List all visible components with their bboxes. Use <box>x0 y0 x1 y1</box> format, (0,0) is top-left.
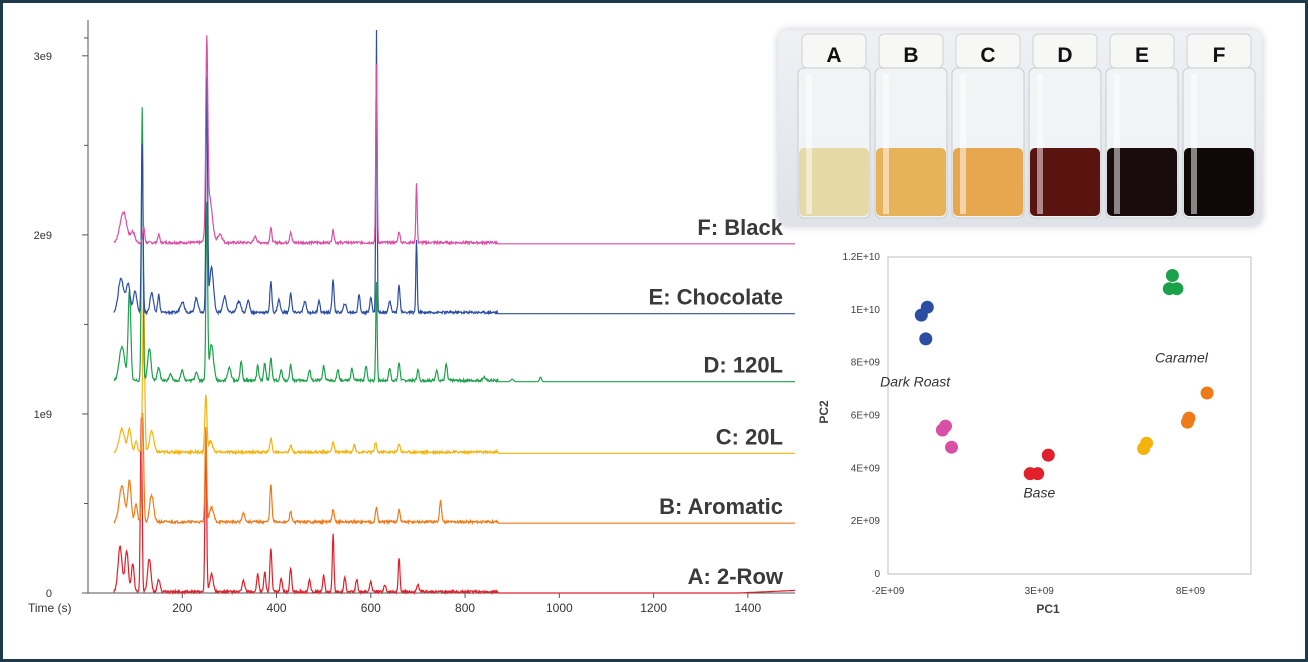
y-tick-label: 1e9 <box>34 409 52 421</box>
vial-label: B <box>903 44 918 67</box>
pca-y-tick-label: 8E+09 <box>851 358 881 369</box>
trace-label-C: C: 20L <box>716 424 783 449</box>
x-tick-label: 1000 <box>546 601 573 615</box>
trace-labels: F: Black E: Chocolate D: 120L C: 20L B: Arom… <box>649 215 784 589</box>
pca-point-D <box>1165 269 1179 282</box>
pca-point-A <box>1041 448 1055 462</box>
trace-label-B: B: Aromatic <box>659 494 783 519</box>
pca-x-ticks: -2E+09 3E+09 8E+09 <box>872 586 1206 597</box>
pca-y-tick-label: 0 <box>874 569 880 580</box>
vial-label: F <box>1213 44 1226 67</box>
pca-y-ticks: 0 2E+09 4E+09 6E+09 8E+09 1E+10 1.2E+10 <box>842 252 880 580</box>
x-tick-label: 800 <box>455 601 475 615</box>
pca-point-C <box>1137 442 1151 455</box>
pca-scatter-chart: 0 2E+09 4E+09 6E+09 8E+09 1E+10 1.2E+10 -2E+09… <box>818 252 1252 616</box>
vial-D: D <box>1028 33 1102 219</box>
pca-point-E <box>919 332 933 346</box>
pca-point-F <box>945 440 958 454</box>
x-ticks: Time (s) 200 400 600 800 1000 1200 1400 <box>28 593 762 615</box>
pca-y-axis-label: PC2 <box>818 400 831 424</box>
pca-point-B <box>1200 386 1214 400</box>
vial-highlight <box>1191 74 1197 214</box>
trace-label-F: F: Black <box>697 215 783 240</box>
pca-annotation: Caramel <box>1155 350 1209 366</box>
vial-highlight <box>960 74 966 214</box>
vials-illustration: A B C D E F <box>797 33 1256 219</box>
pca-x-tick-label: -2E+09 <box>872 586 905 597</box>
pca-annotation: Base <box>1023 484 1055 500</box>
vial-highlight <box>883 74 889 214</box>
pca-y-tick-label: 4E+09 <box>851 463 881 474</box>
trace-E <box>113 29 795 316</box>
pca-y-tick-label: 2E+09 <box>851 516 881 527</box>
chromatogram-traces <box>113 29 795 596</box>
pca-points <box>914 269 1214 481</box>
vial-label: D <box>1057 44 1072 67</box>
vial-liquid <box>1184 148 1254 216</box>
vial-A: A <box>797 33 871 219</box>
pca-x-tick-label: 3E+09 <box>1025 586 1055 597</box>
vial-highlight <box>1114 74 1120 214</box>
vial-liquid <box>799 148 869 216</box>
pca-point-D <box>1170 282 1184 296</box>
pca-y-tick-label: 1.2E+10 <box>842 252 880 263</box>
vial-highlight <box>806 74 812 214</box>
trace-label-D: D: 120L <box>704 353 783 378</box>
trace-label-E: E: Chocolate <box>649 285 783 310</box>
x-tick-label: 1200 <box>640 601 667 615</box>
y-tick-label: 2e9 <box>34 230 52 242</box>
trace-C <box>113 297 795 456</box>
pca-point-A <box>1031 467 1045 481</box>
vial-E: E <box>1105 33 1179 219</box>
x-tick-label: 1400 <box>735 601 762 615</box>
pca-x-tick-label: 8E+09 <box>1176 586 1206 597</box>
trace-A <box>113 417 795 596</box>
x-tick-label: 600 <box>361 601 381 615</box>
x-tick-label: 400 <box>267 601 287 615</box>
vial-highlight <box>1037 74 1043 214</box>
trace-D <box>113 107 795 384</box>
pca-point-F <box>935 423 949 437</box>
pca-annotations: Dark Roast Base Caramel <box>880 350 1209 501</box>
vial-C: C <box>951 33 1025 219</box>
pca-point-E <box>914 308 928 322</box>
pca-plot-area <box>887 256 1252 575</box>
pca-annotation: Dark Roast <box>880 373 951 389</box>
y-tick-label: 3e9 <box>34 51 52 63</box>
vial-label: C <box>980 44 995 67</box>
pca-y-tick-label: 1E+10 <box>851 305 881 316</box>
vial-liquid <box>953 148 1023 216</box>
trace-B <box>113 412 795 526</box>
x-axis-label: Time (s) <box>28 601 72 615</box>
vial-liquid <box>876 148 946 216</box>
vials-photo: A B C D E F <box>778 30 1262 226</box>
x-tick-label: 200 <box>172 601 192 615</box>
y-tick-label: 0 <box>46 588 52 600</box>
vial-liquid <box>1107 148 1177 216</box>
vial-label: E <box>1135 44 1149 67</box>
pca-x-axis-label: PC1 <box>1036 602 1060 616</box>
y-ticks: 0 1e9 2e9 3e9 <box>34 37 88 600</box>
vial-label: A <box>826 44 841 67</box>
pca-point-B <box>1181 415 1194 429</box>
vial-F: F <box>1182 33 1256 219</box>
trace-F <box>113 35 795 247</box>
trace-label-A: A: 2-Row <box>688 564 784 589</box>
pca-y-tick-label: 6E+09 <box>851 411 881 422</box>
vial-B: B <box>874 33 948 219</box>
vial-liquid <box>1030 148 1100 216</box>
chromatogram-chart: 0 1e9 2e9 3e9 Time (s) 200 400 600 800 1000 1200 1… <box>28 20 795 615</box>
